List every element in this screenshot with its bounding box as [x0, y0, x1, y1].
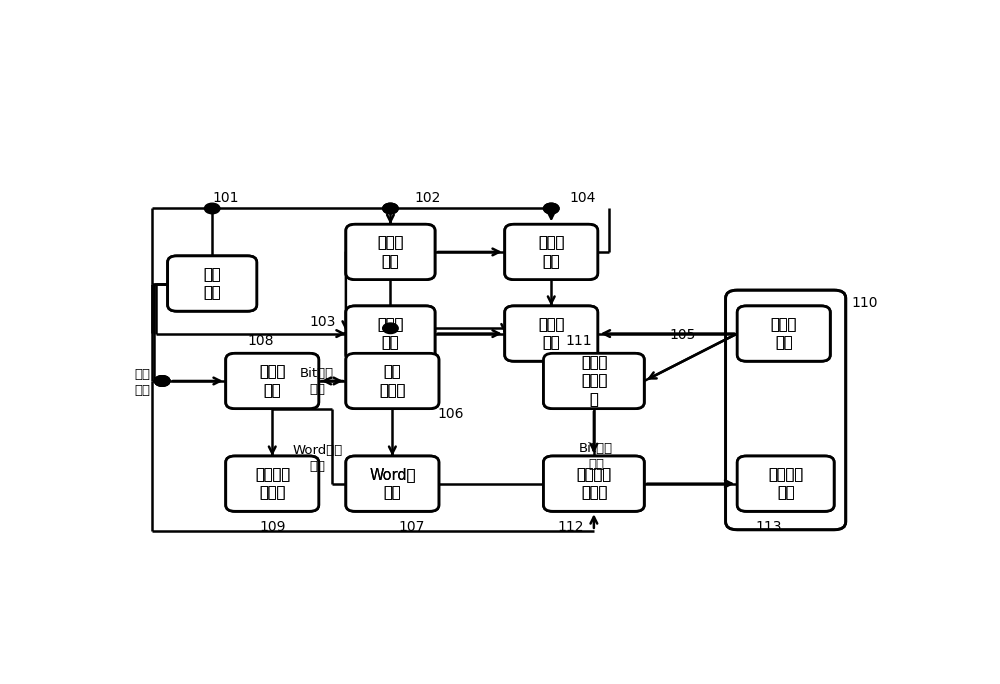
- Text: 110: 110: [852, 296, 878, 311]
- Text: 111: 111: [565, 334, 592, 348]
- Text: 基准
时钟: 基准 时钟: [203, 267, 221, 300]
- FancyBboxPatch shape: [544, 354, 644, 408]
- Text: 发送计
数器: 发送计 数器: [771, 317, 797, 350]
- Text: 总线接口
控制: 总线接口 控制: [768, 467, 803, 501]
- Text: 错位
比较器: 错位 比较器: [379, 364, 406, 398]
- FancyBboxPatch shape: [226, 354, 319, 408]
- FancyBboxPatch shape: [346, 306, 435, 361]
- Text: 上升沿
检测: 上升沿 检测: [377, 317, 404, 350]
- Text: 105: 105: [670, 328, 696, 342]
- FancyBboxPatch shape: [346, 456, 439, 512]
- Text: 数据
总线: 数据 总线: [134, 368, 150, 397]
- Text: 下降沿
检测: 下降沿 检测: [377, 235, 404, 269]
- Circle shape: [204, 203, 220, 213]
- Text: Word计
数器: Word计 数器: [369, 467, 416, 501]
- Text: 107: 107: [399, 520, 425, 534]
- Circle shape: [154, 376, 170, 386]
- Text: 移位寄
存器: 移位寄 存器: [259, 364, 285, 398]
- Circle shape: [544, 203, 559, 213]
- Text: 103: 103: [309, 315, 336, 329]
- Text: 接收数据
缓存器: 接收数据 缓存器: [255, 467, 290, 501]
- FancyBboxPatch shape: [226, 456, 319, 512]
- FancyBboxPatch shape: [226, 456, 319, 512]
- Text: Word计
数器: Word计 数器: [369, 467, 416, 501]
- FancyBboxPatch shape: [346, 306, 435, 361]
- Circle shape: [383, 323, 398, 334]
- FancyBboxPatch shape: [226, 354, 319, 408]
- FancyBboxPatch shape: [544, 456, 644, 512]
- Circle shape: [383, 203, 398, 213]
- Text: Bit发送
时钟: Bit发送 时钟: [579, 442, 613, 471]
- Text: Bit采样
时钟: Bit采样 时钟: [300, 367, 334, 396]
- Text: 发送数据
缓存器: 发送数据 缓存器: [576, 467, 611, 501]
- Text: 接收计
数器: 接收计 数器: [538, 317, 564, 350]
- FancyBboxPatch shape: [346, 224, 435, 280]
- Text: 移位寄
存器: 移位寄 存器: [259, 364, 285, 398]
- Text: 输出控
制状态
机: 输出控 制状态 机: [581, 355, 607, 407]
- FancyBboxPatch shape: [737, 456, 834, 512]
- Circle shape: [383, 203, 398, 213]
- Text: 106: 106: [437, 407, 464, 421]
- Circle shape: [154, 376, 170, 386]
- Text: 113: 113: [755, 520, 782, 534]
- FancyBboxPatch shape: [346, 354, 439, 408]
- Text: 基准
时钟: 基准 时钟: [203, 267, 221, 300]
- FancyBboxPatch shape: [737, 456, 834, 512]
- Text: 脉宽计
数器: 脉宽计 数器: [538, 235, 564, 269]
- FancyBboxPatch shape: [346, 456, 439, 512]
- Text: 108: 108: [247, 334, 274, 348]
- Text: 112: 112: [557, 520, 584, 534]
- Text: 104: 104: [569, 191, 595, 205]
- FancyBboxPatch shape: [505, 306, 598, 361]
- Text: 102: 102: [414, 191, 440, 205]
- FancyBboxPatch shape: [737, 306, 830, 361]
- Text: 发送计
数器: 发送计 数器: [771, 317, 797, 350]
- FancyBboxPatch shape: [168, 256, 257, 311]
- Text: 接收数据
缓存器: 接收数据 缓存器: [255, 467, 290, 501]
- Text: 发送数据
缓存器: 发送数据 缓存器: [576, 467, 611, 501]
- Text: 接收计
数器: 接收计 数器: [538, 317, 564, 350]
- Text: 总线接口
控制: 总线接口 控制: [768, 467, 803, 501]
- FancyBboxPatch shape: [346, 224, 435, 280]
- FancyBboxPatch shape: [544, 456, 644, 512]
- Circle shape: [544, 203, 559, 213]
- Text: 脉宽计
数器: 脉宽计 数器: [538, 235, 564, 269]
- Text: Word采样
时钟: Word采样 时钟: [292, 444, 342, 473]
- Text: 下降沿
检测: 下降沿 检测: [377, 235, 404, 269]
- FancyBboxPatch shape: [544, 354, 644, 408]
- FancyBboxPatch shape: [505, 224, 598, 280]
- FancyBboxPatch shape: [737, 306, 830, 361]
- FancyBboxPatch shape: [168, 256, 257, 311]
- FancyBboxPatch shape: [505, 306, 598, 361]
- FancyBboxPatch shape: [505, 224, 598, 280]
- Text: 错位
比较器: 错位 比较器: [379, 364, 406, 398]
- Text: 109: 109: [259, 520, 286, 534]
- Text: 101: 101: [212, 191, 239, 205]
- Text: 输出控
制状态
机: 输出控 制状态 机: [581, 355, 607, 407]
- Circle shape: [154, 376, 170, 386]
- FancyBboxPatch shape: [346, 354, 439, 408]
- Text: 上升沿
检测: 上升沿 检测: [377, 317, 404, 350]
